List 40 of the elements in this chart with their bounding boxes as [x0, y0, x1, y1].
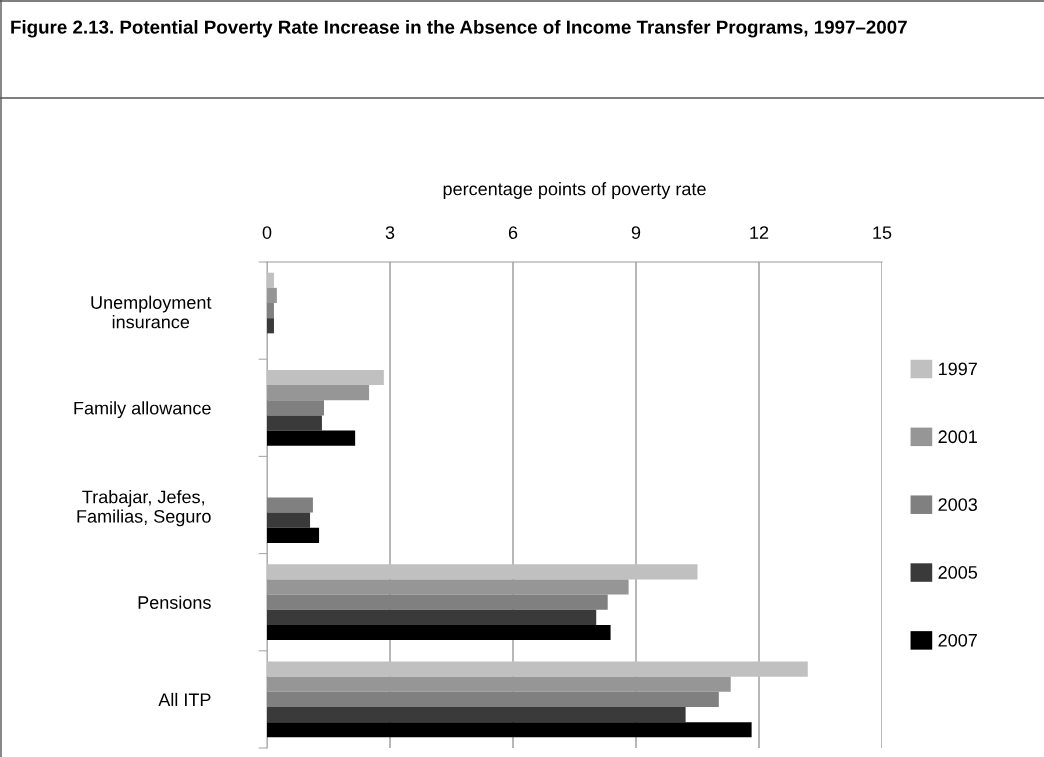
bar	[267, 400, 324, 416]
bar	[267, 527, 320, 543]
x-tick-label: 12	[750, 226, 769, 239]
bar	[267, 579, 629, 595]
bar	[267, 512, 311, 528]
y-tick-label: All ITP	[158, 692, 211, 706]
y-tick-label: Trabajar, Jefes, Familias, Seguro	[77, 490, 211, 527]
legend-label: 2003	[938, 498, 978, 511]
chart-title: Figure 2.13. Potential Poverty Rate Increase in the Absence of Income Transfer Programs, 1997–2007	[11, 20, 907, 38]
x-tick-label: 9	[631, 226, 641, 239]
legend-label: 2007	[938, 633, 977, 647]
bar	[267, 691, 719, 707]
bar	[267, 385, 370, 401]
bar	[267, 676, 731, 692]
x-axis-title: percentage points of poverty rate	[443, 182, 706, 199]
bar	[267, 706, 686, 723]
bar	[267, 303, 274, 319]
legend-label: 2005	[938, 566, 978, 579]
y-tick-label: Unemployment insurance	[91, 295, 212, 329]
bar	[267, 497, 313, 513]
legend-label: 1997	[939, 362, 977, 376]
bar	[267, 564, 698, 580]
bar	[267, 722, 752, 738]
bar	[267, 594, 608, 610]
bar	[267, 609, 597, 625]
x-tick-label: 6	[508, 226, 518, 239]
bar	[267, 624, 611, 641]
bar	[267, 430, 356, 446]
bar	[267, 415, 322, 431]
bar	[267, 272, 274, 288]
bar	[267, 287, 277, 304]
x-tick-label: 15	[873, 226, 892, 239]
bar	[267, 369, 384, 386]
x-tick-label: 0	[262, 226, 272, 239]
bar	[267, 318, 274, 334]
legend-label: 2001	[938, 430, 977, 444]
x-tick-label: 3	[385, 226, 395, 239]
bar	[267, 661, 808, 677]
y-tick-label: Family allowance	[74, 401, 211, 419]
y-tick-label: Pensions	[138, 595, 211, 609]
